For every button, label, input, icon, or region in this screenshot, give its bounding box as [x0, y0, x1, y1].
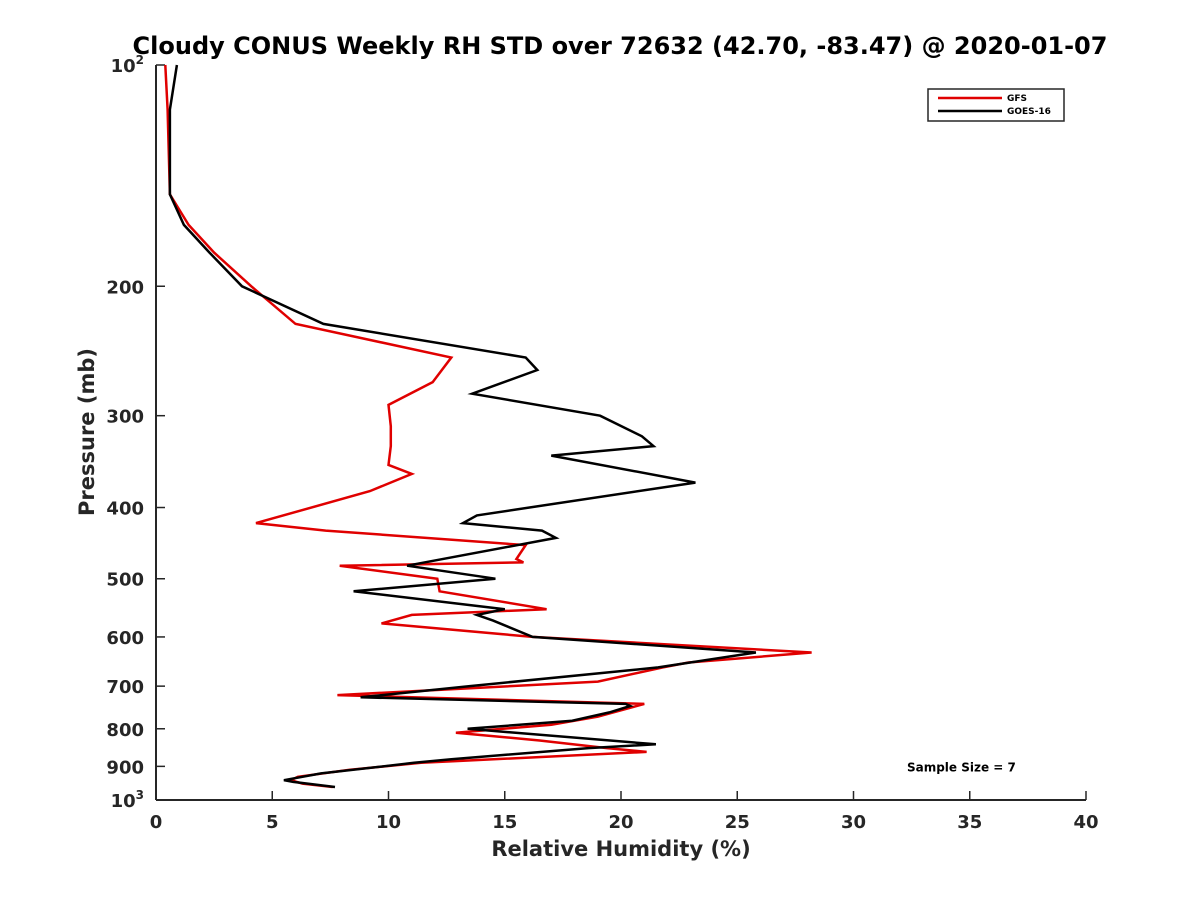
series-line-goes16 — [168, 64, 757, 789]
chart-title: Cloudy CONUS Weekly RH STD over 72632 (4… — [133, 32, 1108, 60]
x-tick-label: 20 — [608, 812, 633, 833]
x-tick-label: 15 — [492, 812, 517, 833]
y-axis-ticks: 102 200 300 400 500 600 700 800 900 103 — [106, 53, 165, 812]
x-axis-label: Relative Humidity (%) — [491, 837, 750, 861]
y-tick-label: 102 — [111, 53, 144, 77]
series-lines — [164, 64, 812, 789]
x-tick-label: 0 — [150, 812, 163, 833]
y-tick-label: 200 — [106, 277, 144, 298]
y-tick-label: 500 — [106, 570, 144, 591]
y-tick-label: 700 — [106, 677, 144, 698]
legend-label-goes16: GOES-16 — [1007, 107, 1051, 117]
y-axis-label: Pressure (mb) — [75, 348, 99, 516]
y-tick-label: 900 — [106, 757, 144, 778]
series-line-gfs — [164, 64, 812, 789]
x-tick-label: 5 — [266, 812, 279, 833]
x-tick-label: 35 — [957, 812, 982, 833]
y-tick-label: 300 — [106, 407, 144, 428]
y-tick-label: 800 — [106, 720, 144, 741]
y-tick-label: 400 — [106, 499, 144, 520]
y-tick-label: 103 — [111, 788, 144, 812]
y-tick-label: 600 — [106, 628, 144, 649]
x-tick-label: 40 — [1073, 812, 1098, 833]
x-tick-label: 30 — [841, 812, 866, 833]
sample-size-annotation: Sample Size = 7 — [907, 760, 1016, 774]
legend: GFS GOES-16 — [927, 88, 1065, 122]
x-axis-ticks: 0 5 10 15 20 25 30 35 40 — [150, 791, 1099, 833]
legend-box — [927, 88, 1065, 122]
x-tick-label: 10 — [376, 812, 401, 833]
legend-label-gfs: GFS — [1007, 94, 1027, 104]
x-tick-label: 25 — [725, 812, 750, 833]
